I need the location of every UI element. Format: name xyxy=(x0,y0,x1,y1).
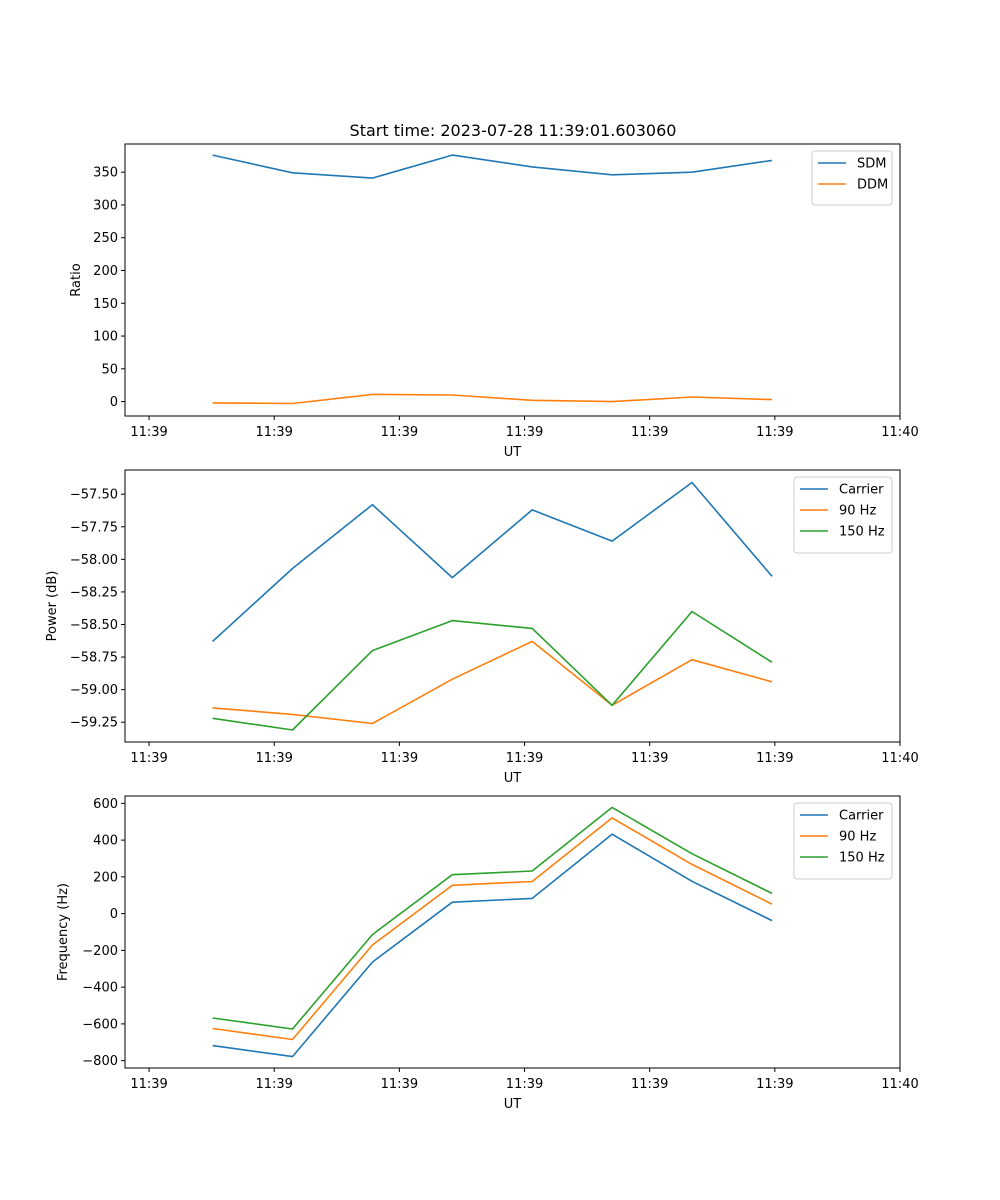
series-line-90-hz xyxy=(212,817,773,1041)
x-tick-label: 11:39 xyxy=(130,1077,167,1092)
y-tick-label: 0 xyxy=(110,907,118,922)
legend-entry: 150 Hz xyxy=(839,851,885,866)
x-tick-label: 11:39 xyxy=(381,1077,418,1092)
y-tick-label: 100 xyxy=(93,330,118,345)
y-axis-label: Ratio xyxy=(69,263,84,296)
x-tick-label: 11:39 xyxy=(381,425,418,440)
y-tick-label: 300 xyxy=(93,198,118,213)
y-tick-label: −200 xyxy=(82,944,118,959)
y-tick-label: 0 xyxy=(110,395,118,410)
x-axis-label: UT xyxy=(504,445,522,460)
axes-frame-2 xyxy=(124,469,901,743)
y-tick-label: −58.00 xyxy=(70,553,118,568)
y-tick-label: −600 xyxy=(82,1017,118,1032)
axes-frame-1 xyxy=(124,143,901,417)
y-tick-label: −57.50 xyxy=(70,488,118,503)
x-tick-label: 11:39 xyxy=(756,1077,793,1092)
y-tick-label: −800 xyxy=(82,1054,118,1069)
x-tick-label: 11:39 xyxy=(381,751,418,766)
x-tick-label: 11:40 xyxy=(881,1077,918,1092)
legend-entry: 90 Hz xyxy=(839,830,876,845)
legend-entry: Carrier xyxy=(839,483,884,498)
legend-box xyxy=(793,802,893,880)
y-tick-label: −58.25 xyxy=(70,585,118,600)
legend-entry: 150 Hz xyxy=(839,525,885,540)
series-line-sdm xyxy=(212,154,773,179)
x-tick-label: 11:39 xyxy=(255,1077,292,1092)
y-axis-label: Frequency (Hz) xyxy=(56,883,71,981)
x-tick-label: 11:39 xyxy=(506,751,543,766)
y-tick-label: −59.25 xyxy=(70,716,118,731)
y-tick-label: −58.75 xyxy=(70,651,118,666)
y-tick-label: 400 xyxy=(93,834,118,849)
y-tick-label: −58.50 xyxy=(70,618,118,633)
x-tick-label: 11:39 xyxy=(255,425,292,440)
series-line-150-hz xyxy=(212,610,773,731)
legend-box xyxy=(793,476,893,554)
y-tick-label: 200 xyxy=(93,870,118,885)
y-tick-label: −59.00 xyxy=(70,683,118,698)
series-line-carrier xyxy=(212,833,773,1058)
x-axis-label: UT xyxy=(504,1097,522,1112)
legend-box xyxy=(811,150,893,206)
y-tick-label: −400 xyxy=(82,981,118,996)
x-tick-label: 11:39 xyxy=(631,751,668,766)
y-tick-label: 350 xyxy=(93,166,118,181)
x-tick-label: 11:39 xyxy=(506,425,543,440)
legend-entry: 90 Hz xyxy=(839,504,876,519)
legend-entry: DDM xyxy=(857,178,888,193)
y-tick-label: 200 xyxy=(93,264,118,279)
x-tick-label: 11:39 xyxy=(130,425,167,440)
y-tick-label: 250 xyxy=(93,231,118,246)
legend-entry: Carrier xyxy=(839,809,884,824)
series-line-150-hz xyxy=(212,806,773,1030)
x-axis-label: UT xyxy=(504,771,522,786)
x-tick-label: 11:39 xyxy=(756,425,793,440)
axes-frame-3 xyxy=(124,795,901,1069)
x-tick-label: 11:39 xyxy=(756,751,793,766)
x-tick-label: 11:39 xyxy=(506,1077,543,1092)
series-line-ddm xyxy=(212,393,773,405)
series-line-carrier xyxy=(212,481,773,642)
y-tick-label: 150 xyxy=(93,297,118,312)
x-tick-label: 11:39 xyxy=(631,425,668,440)
legend-entry: SDM xyxy=(857,157,886,172)
x-tick-label: 11:40 xyxy=(881,751,918,766)
y-tick-label: 600 xyxy=(93,797,118,812)
x-tick-label: 11:39 xyxy=(631,1077,668,1092)
chart-title: Start time: 2023-07-28 11:39:01.603060 xyxy=(350,121,677,140)
x-tick-label: 11:40 xyxy=(881,425,918,440)
y-tick-label: −57.75 xyxy=(70,520,118,535)
y-tick-label: 50 xyxy=(101,362,118,377)
x-tick-label: 11:39 xyxy=(130,751,167,766)
x-tick-label: 11:39 xyxy=(255,751,292,766)
y-axis-label: Power (dB) xyxy=(45,571,60,642)
